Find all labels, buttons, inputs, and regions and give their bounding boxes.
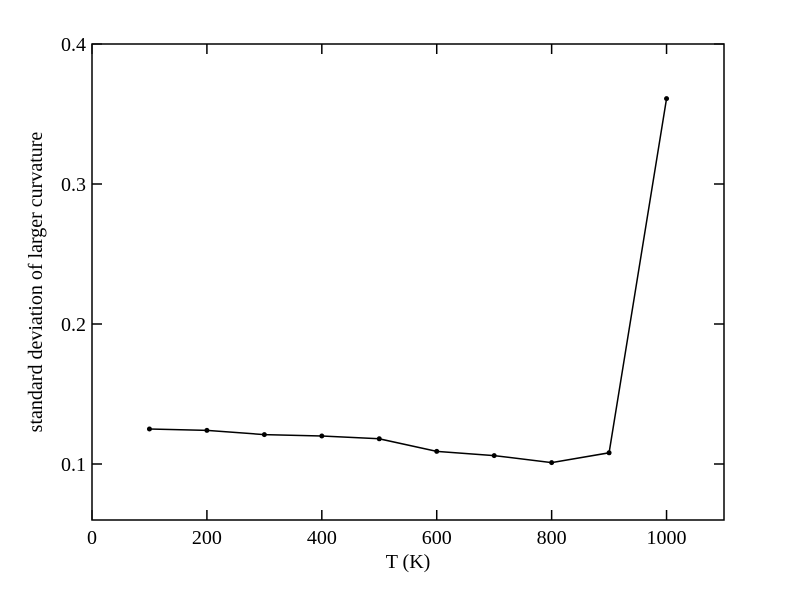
data-point xyxy=(549,460,555,466)
y-tick-label: 0.4 xyxy=(61,34,86,56)
data-point xyxy=(319,433,325,439)
data-point xyxy=(491,453,497,459)
y-tick-label: 0.2 xyxy=(61,314,86,336)
x-tick-label: 1000 xyxy=(647,527,687,549)
data-point xyxy=(204,427,210,433)
x-tick-label: 200 xyxy=(192,527,222,549)
y-tick-label: 0.1 xyxy=(61,454,86,476)
data-point xyxy=(146,426,152,432)
x-tick-label: 800 xyxy=(537,527,567,549)
x-tick-label: 400 xyxy=(307,527,337,549)
data-point xyxy=(606,450,612,456)
plot-frame xyxy=(91,43,725,521)
x-tick-label: 600 xyxy=(422,527,452,549)
data-point xyxy=(261,432,267,438)
data-point xyxy=(376,436,382,442)
data-point xyxy=(434,448,440,454)
x-axis-label: T (K) xyxy=(386,551,431,573)
data-line xyxy=(149,98,668,464)
data-point xyxy=(664,96,670,102)
y-tick-label: 0.3 xyxy=(61,174,86,196)
x-tick-label: 0 xyxy=(87,527,97,549)
y-axis-label: standard deviation of larger curvature xyxy=(25,132,47,433)
